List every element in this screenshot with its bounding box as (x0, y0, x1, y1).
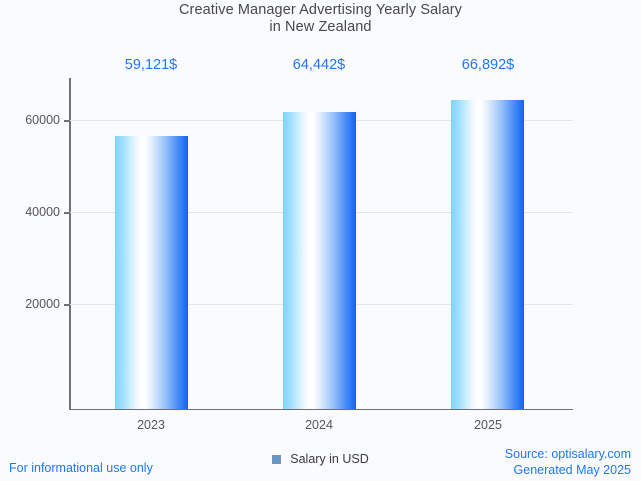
tick-mark-40000 (64, 212, 69, 214)
value-label-2025: 66,892$ (461, 57, 515, 73)
source-attribution: Source: optisalary.com Generated May 202… (504, 447, 631, 477)
legend-swatch-icon (272, 454, 282, 464)
plot-area: 60000 40000 20000 (25, 78, 573, 410)
disclaimer-text: For informational use only (9, 461, 153, 475)
bar-2025[interactable] (451, 99, 524, 409)
y-tick-label-60000: 60000 (25, 113, 60, 127)
y-axis-line (69, 78, 71, 410)
x-tick-label-2025: 2025 (474, 418, 502, 432)
tick-mark-60000 (64, 120, 69, 122)
y-tick-label-40000: 40000 (25, 205, 60, 219)
legend[interactable]: Salary in USD (0, 452, 641, 466)
x-tick-label-2024: 2024 (305, 418, 333, 432)
tick-mark-20000 (64, 304, 69, 306)
x-axis-line (69, 408, 573, 410)
chart-title: Creative Manager Advertising Yearly Sala… (178, 2, 463, 35)
bar-2024[interactable] (283, 111, 356, 409)
value-label-2024: 64,442$ (292, 57, 346, 73)
bar-2023[interactable] (115, 135, 188, 409)
y-tick-label-20000: 20000 (25, 297, 60, 311)
value-label-2023: 59,121$ (124, 57, 178, 73)
x-tick-label-2023: 2023 (137, 418, 165, 432)
legend-item-label: Salary in USD (290, 452, 369, 466)
